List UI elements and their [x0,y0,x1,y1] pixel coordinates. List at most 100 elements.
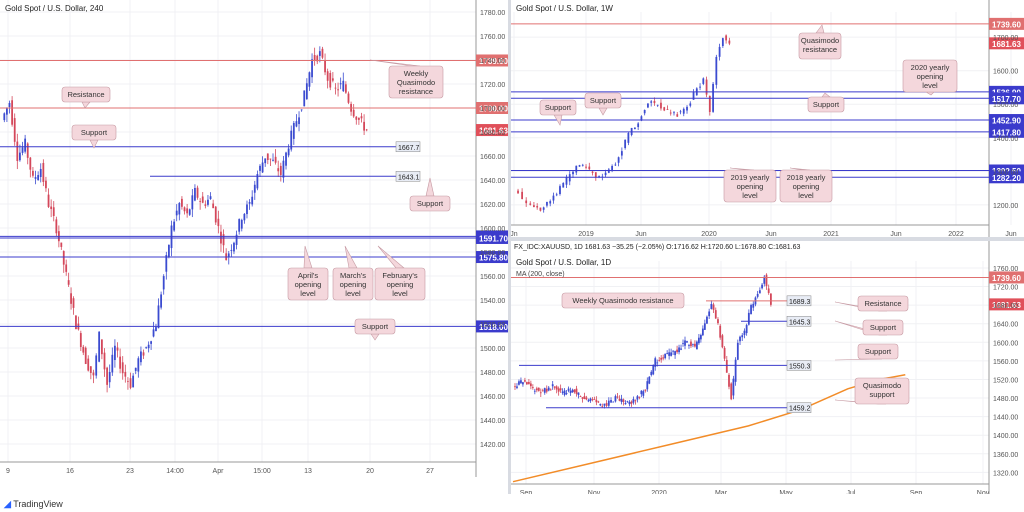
price-tag-bg [476,320,508,333]
candle-body [739,336,741,342]
annotation-box[interactable] [374,267,426,301]
candle-body [676,349,678,353]
candle-body [233,242,235,252]
candle-body [572,171,574,175]
price-tag-label: 1517.70 [992,95,1021,104]
y-tick-label: 1420.00 [480,442,505,449]
candle-body [545,388,548,392]
candle-body [183,207,186,212]
annotation-box[interactable] [561,292,685,309]
annotation-label: opening [340,280,367,289]
candle-body [546,201,548,206]
annotation-box[interactable] [857,295,909,312]
price-tag-label: 1739.60 [479,57,508,66]
candle-body [162,276,165,290]
candle-body [264,158,267,164]
candle-body [620,398,623,402]
candle-body [529,383,532,387]
candle-body [644,389,647,391]
annotation-box[interactable] [539,99,577,116]
candle-body [725,35,728,41]
x-tick-label: Jun [635,231,646,237]
candle-body [108,372,111,383]
price-tag-bg [989,298,1024,311]
candle-body [563,390,566,396]
candle-body [594,172,597,178]
candle-body [549,389,552,391]
panel-divider-horizontal[interactable] [511,237,1024,241]
x-tick-label: Jn [511,231,518,237]
chart-panel-weekly[interactable]: 1739.601681.631536.901517.701452.901417.… [511,0,1024,237]
annotation-label: level [392,289,408,298]
annotation-box[interactable] [61,86,111,103]
price-tag-label: 1681.63 [992,40,1021,49]
candle-body [734,359,737,382]
candle-body [142,352,145,356]
candle-body [326,71,329,81]
chart-panel-4h[interactable]: 1739.601700.001681.631667.71643.11593.00… [0,0,508,478]
price-tag-label: 1700.00 [479,105,508,114]
candle-body [337,89,339,91]
x-tick-label: 20 [366,468,374,475]
annotation-box[interactable] [409,195,451,212]
candle-body [42,162,45,182]
candle-body [616,396,619,398]
candle-body [279,165,282,175]
candle-body [19,152,21,161]
x-tick-label: Sep [520,490,533,494]
annotation-box[interactable] [779,169,833,203]
level-inline-tag-bg [786,360,812,371]
annotation-box[interactable] [798,32,842,60]
price-tag-bg [989,37,1024,50]
candle-body [65,264,68,272]
candle-body [725,359,728,373]
annotation-box[interactable] [862,319,904,336]
candle-body [567,388,570,391]
candle-body [517,190,519,194]
x-tick-label: 27 [426,468,434,475]
chart-panel-daily[interactable]: 1739.60 1681.63 1689.3 1645.3 1550.3 1459.2 17… [511,241,1024,494]
candle-body [690,341,692,347]
x-tick-label: Nov [977,490,990,494]
annotation-box[interactable] [723,169,777,203]
candle-body [617,157,620,163]
annotation-box[interactable] [857,343,899,360]
y-tick-label: 1700.00 [993,35,1018,42]
candle-body [618,398,621,401]
candle-body [676,114,679,117]
chart-weekly-svg[interactable]: 1739.601681.631536.901517.701452.901417.… [511,0,1024,237]
candle-body [251,196,254,205]
annotation-box[interactable] [584,92,622,109]
candle-body [758,290,761,294]
candle-body [272,159,274,161]
y-tick-label: 1780.00 [480,10,505,17]
candle-body [518,381,520,385]
candle-body [769,293,772,305]
annotation-label: Quasimodo [801,36,839,45]
annotation-box[interactable] [807,96,845,113]
brand-label: TradingView [13,499,63,509]
y-tick-label: 1480.00 [480,370,505,377]
y-tick-label: 1520.00 [480,322,505,329]
chart-4h-svg[interactable]: 1739.601700.001681.631667.71643.11593.00… [0,0,508,478]
price-tag-bg [989,114,1024,127]
annotation-box[interactable] [902,59,958,93]
candle-body [344,84,347,93]
candle-body [622,399,625,402]
candle-body [601,405,604,407]
annotation-box[interactable] [71,124,117,141]
chart-daily-svg[interactable]: 1739.60 1681.63 1689.3 1645.3 1550.3 1459.2 17… [511,241,1024,494]
y-tick-label: 1560.00 [480,274,505,281]
candle-body [605,403,608,406]
candle-body [16,141,19,161]
annotation-box[interactable] [354,318,396,335]
candle-body [191,195,194,210]
panel-divider-vertical[interactable] [508,0,511,512]
annotation-box[interactable] [854,377,910,405]
annotation-box[interactable] [332,267,374,301]
annotation-box[interactable] [388,65,444,99]
candle-body [650,371,653,375]
candle-body [653,100,656,104]
annotation-box[interactable] [287,267,329,301]
candle-body [157,305,160,329]
